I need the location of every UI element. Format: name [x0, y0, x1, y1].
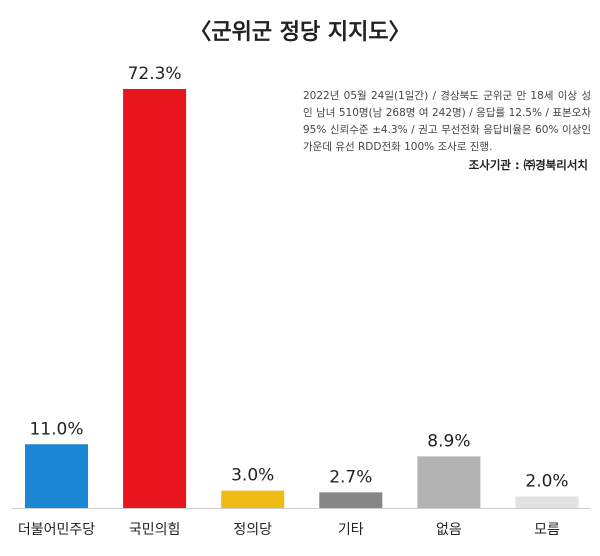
bar-6 — [515, 496, 579, 508]
category-label-5: 없음 — [436, 522, 462, 538]
value-label-3: 3.0% — [231, 466, 274, 486]
survey-source: 조사기관 : ㈜경북리서치 — [468, 158, 588, 172]
value-label-1: 11.0% — [29, 419, 83, 439]
value-label-4: 2.7% — [329, 467, 372, 487]
category-label-1: 더불어민주당 — [18, 522, 95, 538]
category-label-4: 기타 — [338, 522, 364, 538]
value-label-2: 72.3% — [128, 64, 182, 84]
chart-title: 〈군위군 정당 지지도〉 — [189, 20, 411, 45]
value-label-5: 8.9% — [427, 431, 470, 451]
category-label-6: 모름 — [534, 522, 560, 538]
value-label-6: 2.0% — [525, 471, 568, 491]
bar-5 — [417, 456, 481, 508]
bar-1 — [25, 444, 88, 508]
bar-3 — [221, 490, 285, 508]
category-label-2: 국민의힘 — [129, 522, 181, 538]
category-label-3: 정의당 — [233, 522, 272, 538]
bar-2 — [123, 89, 187, 508]
survey-notes: 2022년 05월 24일(1일간) / 경상북도 군위군 만 18세 이상 성… — [303, 90, 591, 153]
bar-4 — [319, 492, 383, 508]
